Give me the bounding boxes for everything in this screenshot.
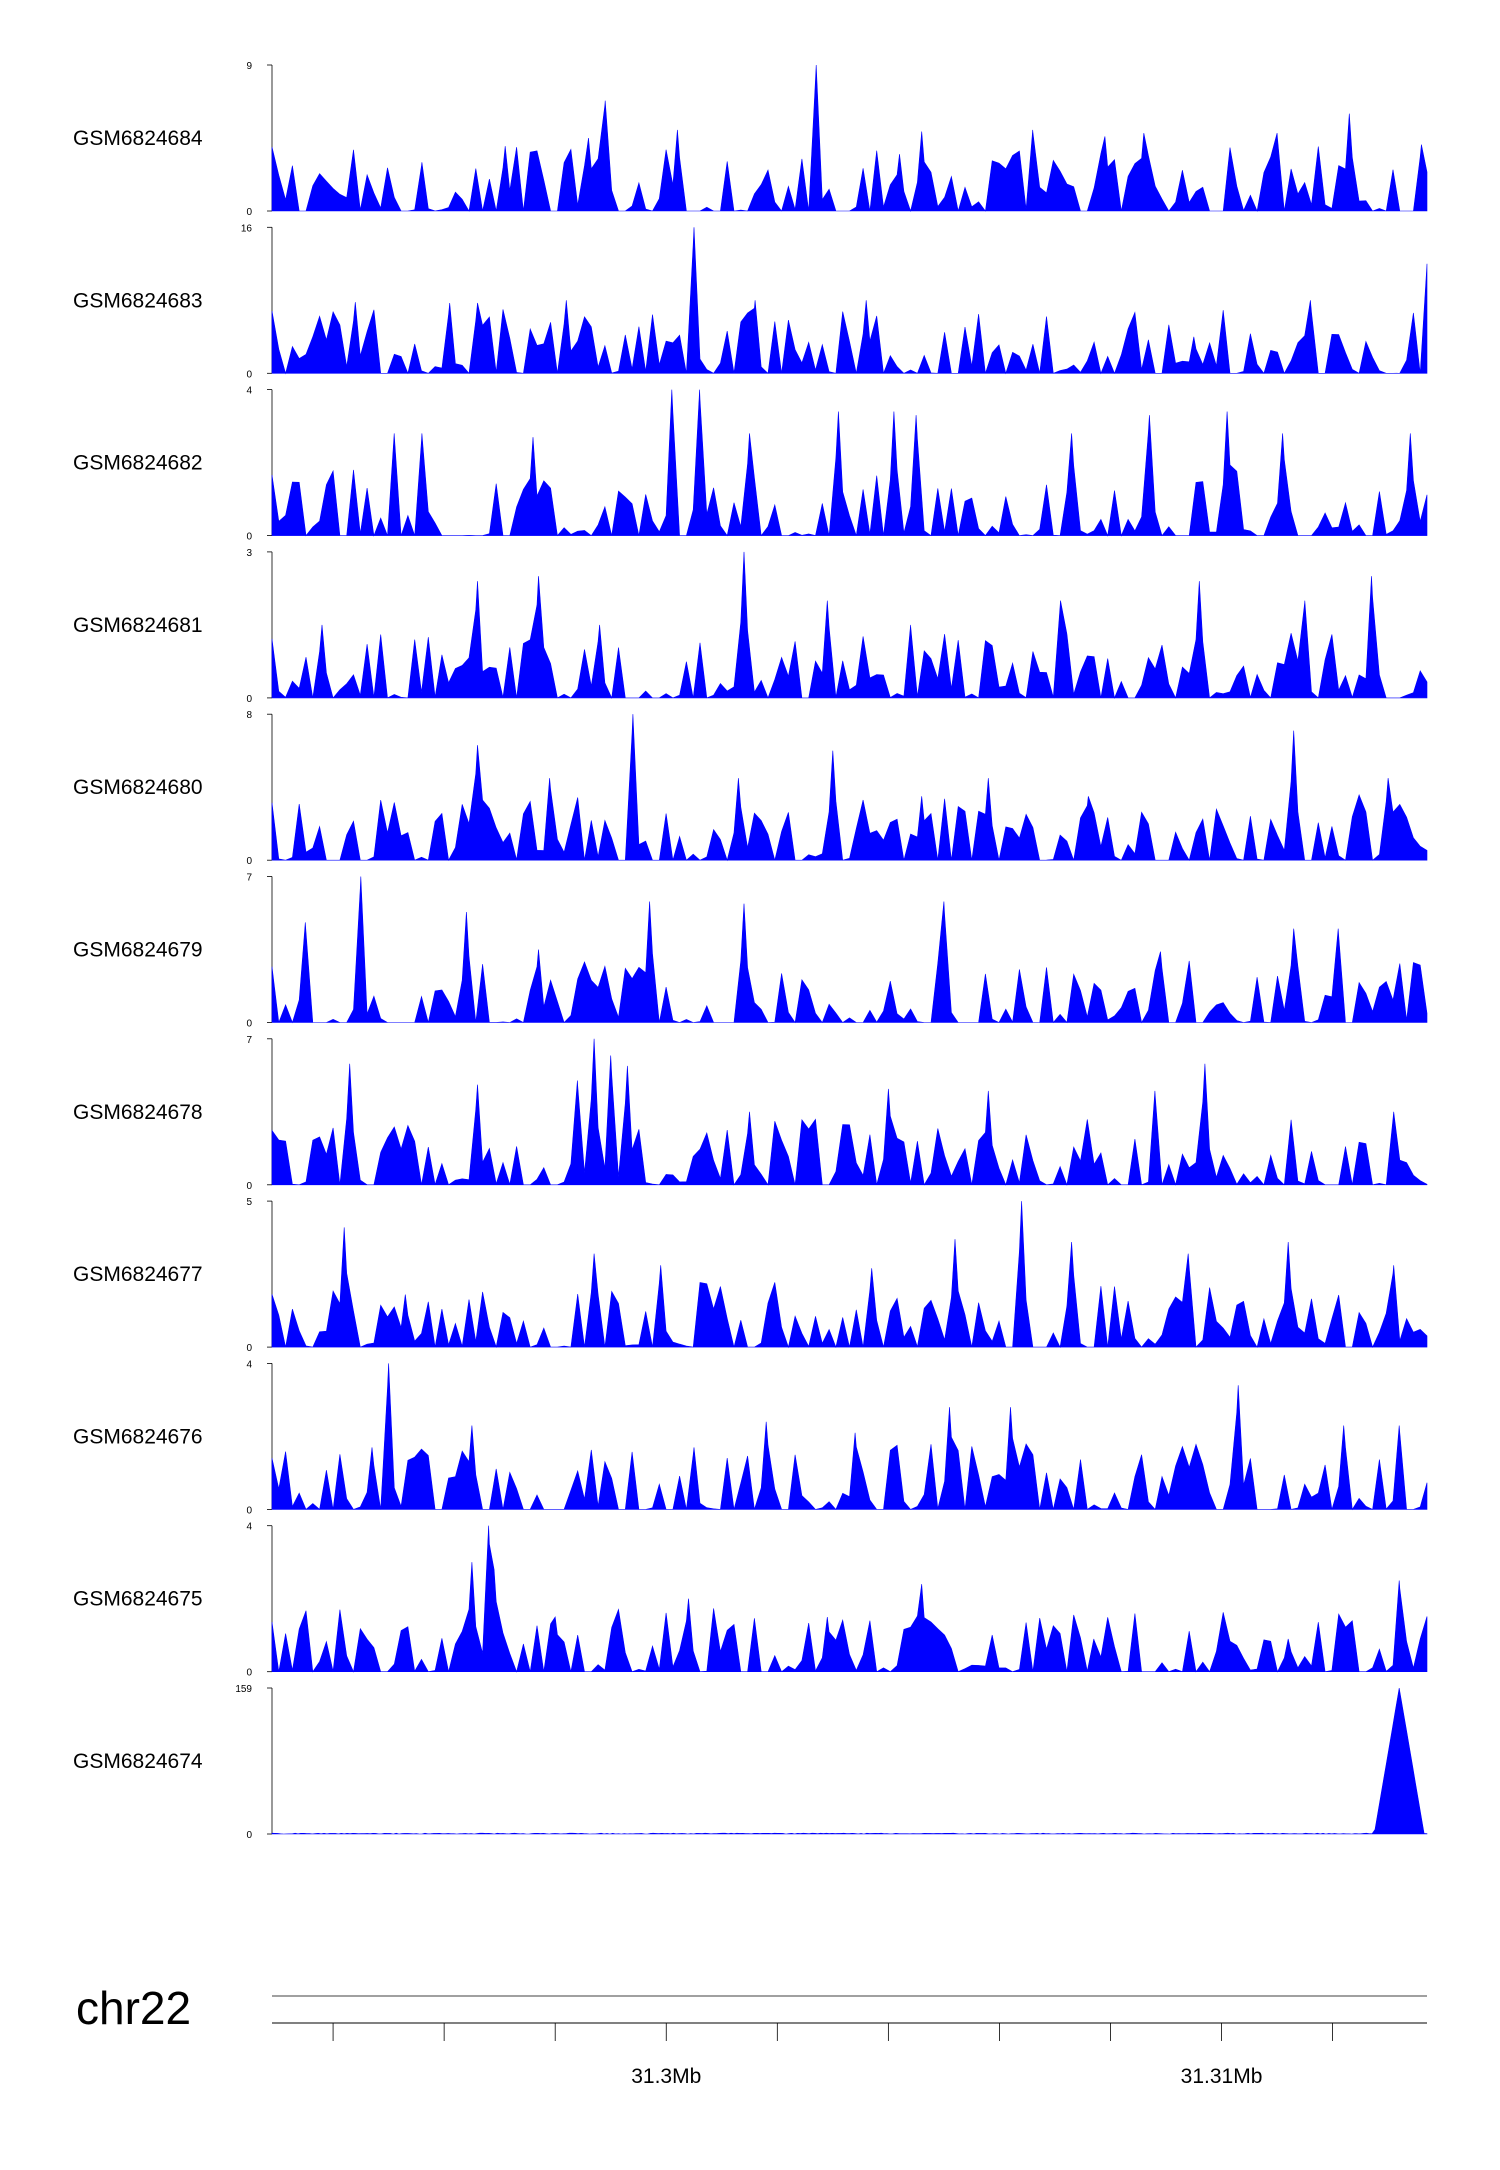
track-label: GSM6824681 <box>73 614 203 637</box>
genome-axis: chr22 31.3Mb 31.31Mb <box>76 1982 1427 2088</box>
track-ymax-label: 7 <box>246 1035 252 1046</box>
track-ymax-label: 4 <box>246 1359 252 1370</box>
track-label: GSM6824677 <box>73 1263 203 1286</box>
track-GSM6824683: GSM6824683 16 0 <box>73 223 1428 380</box>
track-label: GSM6824683 <box>73 289 203 312</box>
track-GSM6824678: GSM6824678 7 0 <box>73 1035 1428 1192</box>
chromosome-label: chr22 <box>76 1982 191 2034</box>
track-GSM6824679: GSM6824679 7 0 <box>73 873 1428 1030</box>
track-ymin-label: 0 <box>246 1181 252 1192</box>
track-ymax-label: 159 <box>235 1684 252 1695</box>
track-GSM6824684: GSM6824684 9 0 <box>73 61 1428 218</box>
track-label: GSM6824675 <box>73 1588 203 1611</box>
track-ymax-label: 8 <box>246 710 252 721</box>
track-ymax-label: 5 <box>246 1197 252 1208</box>
axis-tick-label: 31.3Mb <box>631 2065 701 2088</box>
coverage-area <box>271 876 1428 1024</box>
coverage-area <box>271 1687 1428 1835</box>
track-ymin-label: 0 <box>246 1668 252 1679</box>
track-ymin-label: 0 <box>246 532 252 543</box>
track-GSM6824674: GSM6824674 159 0 <box>73 1684 1428 1841</box>
coverage-area <box>271 389 1428 537</box>
track-ymax-label: 7 <box>246 873 252 884</box>
track-label: GSM6824684 <box>73 127 203 150</box>
track-ymin-label: 0 <box>246 369 252 380</box>
track-GSM6824675: GSM6824675 4 0 <box>73 1522 1428 1679</box>
track-GSM6824680: GSM6824680 8 0 <box>73 710 1428 867</box>
track-ymin-label: 0 <box>246 856 252 867</box>
track-ymax-label: 3 <box>246 548 252 559</box>
track-GSM6824676: GSM6824676 4 0 <box>73 1359 1428 1516</box>
track-GSM6824682: GSM6824682 4 0 <box>73 386 1428 543</box>
track-ymax-label: 4 <box>246 1522 252 1533</box>
track-ymin-label: 0 <box>246 694 252 705</box>
track-GSM6824681: GSM6824681 3 0 <box>73 548 1428 705</box>
track-label: GSM6824682 <box>73 452 203 475</box>
track-ymin-label: 0 <box>246 1505 252 1516</box>
track-ymax-label: 16 <box>241 223 253 234</box>
coverage-area <box>271 1038 1428 1186</box>
axis-tick-label: 31.31Mb <box>1181 2065 1263 2088</box>
track-ymin-label: 0 <box>246 1343 252 1354</box>
track-label: GSM6824680 <box>73 776 203 799</box>
track-GSM6824677: GSM6824677 5 0 <box>73 1197 1428 1354</box>
track-label: GSM6824679 <box>73 939 203 962</box>
track-ymin-label: 0 <box>246 1019 252 1030</box>
track-ymax-label: 9 <box>246 61 252 72</box>
coverage-area <box>271 551 1428 699</box>
tracks-layer: GSM682468490GSM6824683160GSM682468240GSM… <box>73 61 1428 1841</box>
coverage-area <box>271 714 1428 862</box>
track-label: GSM6824676 <box>73 1425 203 1448</box>
track-ymin-label: 0 <box>246 207 252 218</box>
track-label: GSM6824678 <box>73 1101 203 1124</box>
track-ymax-label: 4 <box>246 386 252 397</box>
coverage-area <box>271 1201 1428 1349</box>
track-label: GSM6824674 <box>73 1750 203 1773</box>
coverage-area <box>271 1525 1428 1673</box>
coverage-area <box>271 1363 1428 1511</box>
track-ymin-label: 0 <box>246 1830 252 1841</box>
axis-ticks: 31.3Mb 31.31Mb <box>332 2023 1334 2088</box>
coverage-area <box>271 227 1428 375</box>
coverage-area <box>271 64 1428 213</box>
